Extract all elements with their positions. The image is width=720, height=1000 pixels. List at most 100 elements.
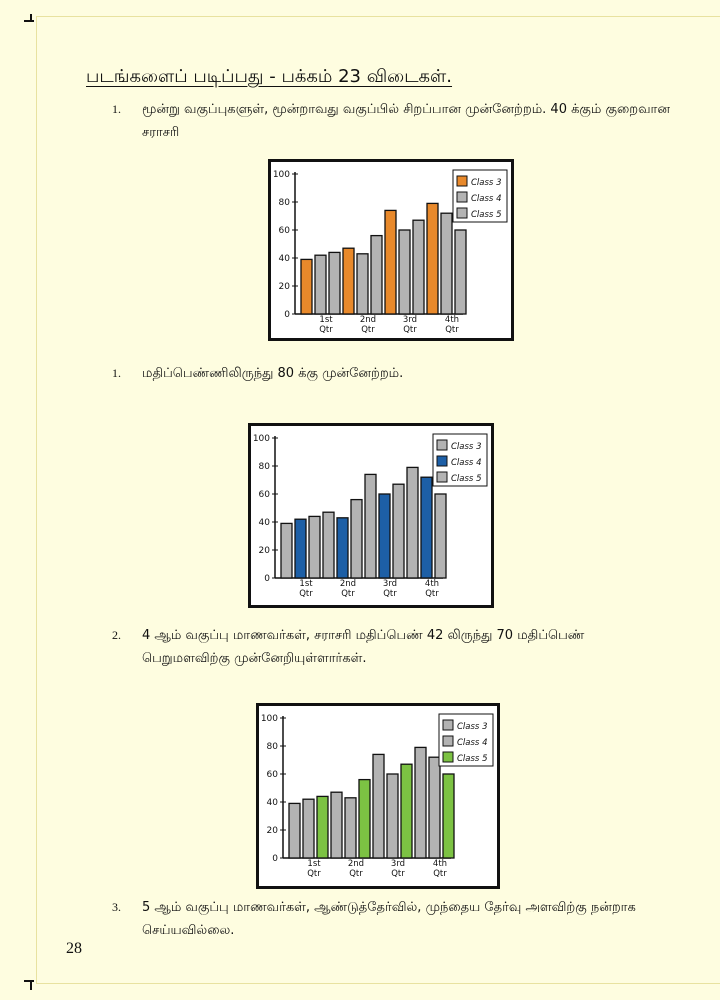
answer-item-2: 1. மதிப்பெண்ணிலிருந்து 80 க்கு முன்னேற்ற… xyxy=(112,362,672,385)
x-tick-label: Qtr xyxy=(299,589,313,599)
x-tick-label: 2nd xyxy=(340,579,356,589)
y-tick-label: 60 xyxy=(259,490,271,500)
item-text: மதிப்பெண்ணிலிருந்து 80 க்கு முன்னேற்றம். xyxy=(142,366,404,381)
bar-class-3 xyxy=(372,753,385,859)
bar-class-5 xyxy=(358,778,371,859)
bar-class-5 xyxy=(392,483,405,579)
bar-class-3 xyxy=(384,209,397,315)
x-tick-label: 1st xyxy=(319,315,333,325)
x-tick-label: 4th xyxy=(433,859,447,869)
bar-class-4 xyxy=(398,229,411,315)
legend-label: Class 3 xyxy=(451,442,481,452)
chart-2: 0 20 40 60 80 100 1st Qtr 2nd Qtr 3rd Qtr 4th Qtr Clas… xyxy=(248,423,494,608)
legend-swatch xyxy=(436,455,448,467)
crop-mark-bottom-left-h xyxy=(24,980,34,982)
crop-mark-top-left xyxy=(30,14,32,22)
bar-class-5 xyxy=(328,251,341,315)
bar-class-5 xyxy=(412,219,425,315)
y-tick-label: 60 xyxy=(267,770,279,780)
x-tick-label: Qtr xyxy=(445,325,459,335)
crop-mark-bottom-left xyxy=(30,980,32,990)
y-tick-label: 20 xyxy=(279,282,291,292)
page-title: படங்களைப் படிப்பது - பக்கம் 23 விடைகள். xyxy=(86,66,453,87)
bar-class-4 xyxy=(344,797,357,859)
legend-label: Class 4 xyxy=(471,194,501,204)
bar-class-5 xyxy=(400,763,413,859)
bar-class-3 xyxy=(406,466,419,579)
y-tick-label: 100 xyxy=(253,434,270,444)
y-tick-label: 40 xyxy=(259,518,271,528)
y-tick-label: 0 xyxy=(272,854,278,864)
legend-swatch xyxy=(456,191,468,203)
answer-item-3: 2. 4 ஆம் வகுப்பு மாணவர்கள், சராசரி மதிப்… xyxy=(112,624,672,670)
item-text: 5 ஆம் வகுப்பு மாணவர்கள், ஆண்டுத்தேர்வில்… xyxy=(142,900,636,938)
y-tick-label: 0 xyxy=(264,574,270,584)
bar-class-4 xyxy=(378,493,391,579)
bar-class-3 xyxy=(414,746,427,859)
legend-label: Class 4 xyxy=(457,738,487,748)
x-tick-label: 3rd xyxy=(383,579,397,589)
x-tick-label: 2nd xyxy=(360,315,376,325)
bar-class-5 xyxy=(316,795,329,859)
x-tick-label: Qtr xyxy=(307,869,321,879)
legend-swatch xyxy=(436,439,448,451)
legend-label: Class 3 xyxy=(471,178,501,188)
bar-class-4 xyxy=(420,476,433,579)
bar-class-5 xyxy=(350,498,363,579)
bar-class-4 xyxy=(386,773,399,859)
bar-class-5 xyxy=(370,234,383,315)
x-tick-label: Qtr xyxy=(319,325,333,335)
x-tick-label: Qtr xyxy=(403,325,417,335)
page-number: 28 xyxy=(66,940,82,957)
x-tick-label: 2nd xyxy=(348,859,364,869)
bar-class-5 xyxy=(308,515,321,579)
y-tick-label: 20 xyxy=(267,826,279,836)
answer-item-1: 1. மூன்று வகுப்புகளுள், மூன்றாவது வகுப்ப… xyxy=(112,98,672,144)
chart-2-svg: 0204060801001stQtr2ndQtr3rdQtr4thQtrClas… xyxy=(253,433,488,599)
bar-class-5 xyxy=(434,493,447,579)
chart-3-svg: 0204060801001stQtr2ndQtr3rdQtr4thQtrClas… xyxy=(261,713,494,879)
chart-1-svg: 0204060801001stQtr2ndQtr3rdQtr4thQtrClas… xyxy=(273,169,508,335)
x-tick-label: Qtr xyxy=(425,589,439,599)
bar-class-3 xyxy=(300,258,313,315)
x-tick-label: Qtr xyxy=(341,589,355,599)
y-tick-label: 100 xyxy=(273,170,290,180)
x-tick-label: Qtr xyxy=(433,869,447,879)
crop-mark-top-left-h xyxy=(24,20,34,22)
bar-class-4 xyxy=(302,798,315,859)
y-tick-label: 40 xyxy=(267,798,279,808)
x-tick-label: 3rd xyxy=(403,315,417,325)
bar-class-4 xyxy=(294,518,307,579)
bar-class-3 xyxy=(280,522,293,579)
x-tick-label: Qtr xyxy=(349,869,363,879)
chart-1: 0 20 40 60 80 100 1st Qtr 2nd Qtr 3rd Qtr 4th Qtr Clas… xyxy=(268,159,514,341)
x-tick-label: 4th xyxy=(425,579,439,589)
bar-class-4 xyxy=(440,212,453,315)
x-tick-label: 1st xyxy=(299,579,313,589)
bar-class-4 xyxy=(336,517,349,579)
legend-label: Class 3 xyxy=(457,722,487,732)
legend-swatch xyxy=(436,471,448,483)
answer-item-4: 3. 5 ஆம் வகுப்பு மாணவர்கள், ஆண்டுத்தேர்வ… xyxy=(112,896,672,942)
y-tick-label: 80 xyxy=(267,742,279,752)
legend-swatch xyxy=(442,751,454,763)
item-text: 4 ஆம் வகுப்பு மாணவர்கள், சராசரி மதிப்பெண… xyxy=(142,628,585,666)
x-tick-label: Qtr xyxy=(361,325,375,335)
legend-label: Class 4 xyxy=(451,458,481,468)
bar-class-3 xyxy=(330,791,343,859)
legend-label: Class 5 xyxy=(471,210,501,220)
bar-class-4 xyxy=(314,254,327,315)
y-tick-label: 20 xyxy=(259,546,271,556)
bar-class-5 xyxy=(442,773,455,859)
y-tick-label: 60 xyxy=(279,226,291,236)
bar-class-3 xyxy=(342,247,355,315)
x-tick-label: Qtr xyxy=(383,589,397,599)
legend-label: Class 5 xyxy=(451,474,481,484)
y-tick-label: 80 xyxy=(259,462,271,472)
y-tick-label: 100 xyxy=(261,714,278,724)
y-tick-label: 80 xyxy=(279,198,291,208)
item-number: 1. xyxy=(112,366,121,380)
legend-swatch xyxy=(456,175,468,187)
bar-class-3 xyxy=(426,202,439,315)
legend-label: Class 5 xyxy=(457,754,487,764)
